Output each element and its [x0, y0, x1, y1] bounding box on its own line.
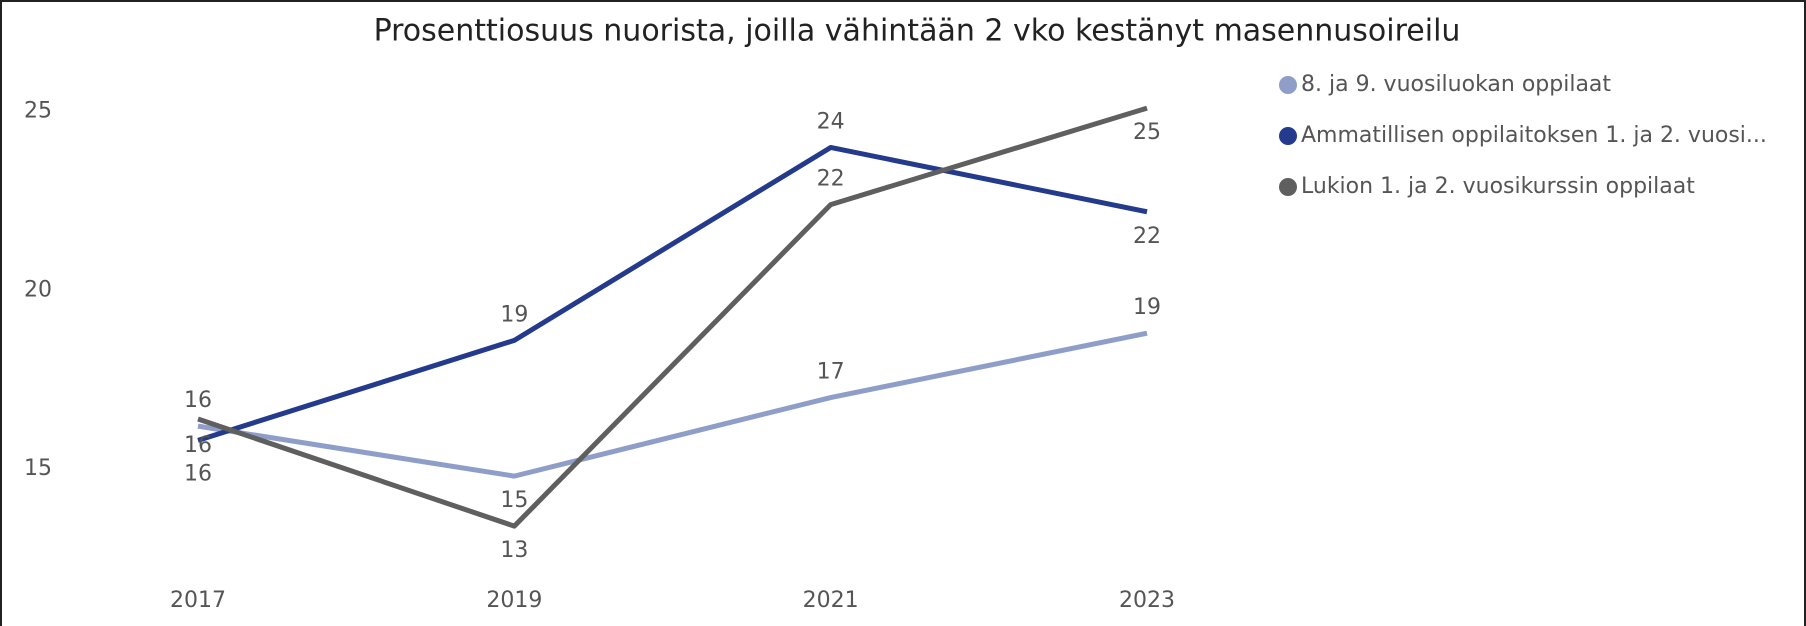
data-label: 16: [184, 433, 212, 458]
series-line: [197, 330, 1148, 479]
legend-marker: [1279, 76, 1297, 94]
series-line: [197, 144, 1148, 443]
legend-label: 8. ja 9. vuosiluokan oppilaat: [1301, 72, 1611, 97]
x-tick-label: 2017: [170, 588, 226, 613]
data-label: 13: [500, 538, 528, 563]
data-label: 19: [500, 302, 528, 327]
legend-marker: [1279, 127, 1297, 145]
data-label: 16: [184, 461, 212, 486]
data-label: 16: [184, 388, 212, 413]
data-label: 22: [817, 167, 845, 192]
y-tick-label: 20: [24, 277, 52, 302]
y-tick-label: 25: [24, 99, 52, 124]
data-label: 22: [1133, 224, 1161, 249]
data-label: 17: [817, 360, 845, 385]
legend-label: Ammatillisen oppilaitoksen 1. ja 2. vuos…: [1301, 123, 1767, 148]
x-tick-label: 2021: [803, 588, 859, 613]
x-tick-label: 2019: [486, 588, 542, 613]
legend-marker: [1279, 178, 1297, 196]
x-tick-label: 2023: [1119, 588, 1175, 613]
legend-label: Lukion 1. ja 2. vuosikurssin oppilaat: [1301, 174, 1695, 199]
data-label: 19: [1133, 295, 1161, 320]
y-tick-label: 15: [24, 456, 52, 481]
series-line: [197, 105, 1148, 529]
data-label: 24: [817, 109, 845, 134]
data-label: 25: [1133, 120, 1161, 145]
data-label: 15: [500, 488, 528, 513]
chart-title: Prosenttiosuus nuorista, joilla vähintää…: [374, 14, 1461, 49]
